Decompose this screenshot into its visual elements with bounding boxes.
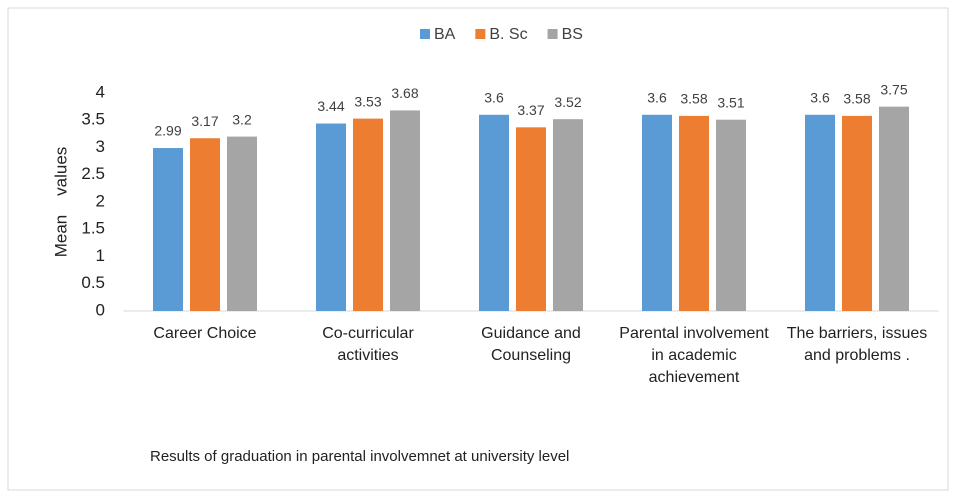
y-tick-label: 3.5 (81, 110, 105, 129)
y-tick-label: 2.5 (81, 164, 105, 183)
y-tick-label: 4 (96, 82, 105, 101)
bar (842, 115, 872, 311)
data-label: 3.6 (810, 90, 830, 106)
y-tick-label: 0.5 (81, 273, 105, 292)
bar (642, 114, 672, 311)
bar (227, 136, 257, 311)
data-label: 3.58 (680, 91, 707, 107)
bar (679, 115, 709, 311)
bar (353, 118, 383, 312)
data-label: 3.53 (354, 93, 381, 109)
legend-label: BA (434, 26, 456, 43)
legend-swatch (547, 29, 558, 39)
x-tick-label: Parental involvement in academic achieve… (619, 325, 769, 386)
data-label: 3.6 (484, 90, 504, 106)
legend-swatch (420, 29, 430, 39)
y-axis-title: Mean values (51, 147, 70, 258)
data-label: 3.2 (232, 111, 252, 127)
x-tick-label: Career Choice (153, 325, 257, 342)
x-tick-label: The barriers, issues and problems . (786, 325, 928, 364)
data-label: 3.75 (880, 81, 907, 97)
y-tick-label: 1 (96, 246, 105, 265)
bar (390, 110, 420, 311)
data-label: 2.99 (154, 123, 181, 139)
data-label: 3.44 (317, 98, 344, 114)
x-tick-label: Co-curricular activities (322, 325, 414, 364)
legend-swatch (475, 29, 486, 39)
footnote: Results of graduation in parental involv… (150, 448, 570, 465)
data-label: 3.51 (717, 94, 744, 110)
data-label: 3.37 (517, 102, 544, 118)
x-tick-label: Guidance and Counseling (481, 325, 581, 364)
y-tick-label: 3 (96, 137, 105, 156)
data-label: 3.52 (554, 94, 581, 110)
legend-label: B. Sc (489, 26, 527, 43)
bar (516, 127, 546, 312)
data-label: 3.17 (191, 113, 218, 129)
bar (805, 114, 835, 311)
bar (153, 148, 183, 311)
y-tick-label: 1.5 (81, 219, 105, 238)
legend-label: BS (562, 26, 583, 43)
bar (190, 138, 220, 311)
bar (879, 106, 909, 311)
bar (553, 119, 583, 311)
data-label: 3.68 (391, 85, 418, 101)
y-tick-label: 0 (96, 300, 105, 319)
data-label: 3.6 (647, 90, 667, 106)
bar (316, 123, 346, 312)
y-tick-label: 2 (96, 191, 105, 210)
bar (479, 114, 509, 311)
bar (716, 119, 746, 311)
data-label: 3.58 (843, 91, 870, 107)
